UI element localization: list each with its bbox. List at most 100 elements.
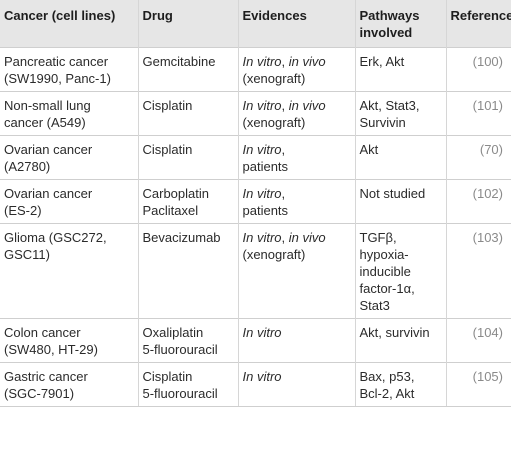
evidence-italic: In vitro xyxy=(242,54,282,69)
evidence-detail: patients xyxy=(242,159,289,174)
cell-drug: Cisplatin xyxy=(137,91,238,136)
cell-pathways: Akt, Stat3, Survivin xyxy=(354,91,446,136)
pathway-line: Bcl-2, Akt xyxy=(359,386,415,401)
cell-reference: (100) xyxy=(445,47,511,92)
drug-line: Carboplatin xyxy=(142,186,210,201)
cancer-line: Colon cancer xyxy=(4,325,81,340)
table-row: Ovarian cancer (A2780) Cisplatin In vitro, p… xyxy=(0,135,511,180)
evidence-line: patients xyxy=(243,202,351,219)
pathway-line: Akt, survivin xyxy=(359,325,430,340)
evidence-detail: (xenograft) xyxy=(242,71,306,86)
table-row: Glioma (GSC272, GSC11) Bevacizumab In vitro… xyxy=(0,223,511,319)
cell-evidences: In vitro, patients xyxy=(237,179,355,224)
evidence-line: In vitro, in vivo xyxy=(243,53,351,70)
table-row: Non-small lung cancer (A549) Cisplatin In v… xyxy=(0,91,511,136)
header-pathways: Pathways involved xyxy=(354,0,446,48)
cancer-line: Ovarian cancer xyxy=(4,186,93,201)
pathway-line: Survivin xyxy=(359,115,406,130)
cell-reference: (70) xyxy=(445,135,511,180)
cell-drug: Cisplatin 5-fluorouracil xyxy=(137,362,238,407)
cell-cancer: Non-small lung cancer (A549) xyxy=(0,91,138,136)
evidence-italic: In vitro xyxy=(242,186,282,201)
drug-line: 5-fluorouracil xyxy=(142,386,218,401)
cell-cancer: Pancreatic cancer (SW1990, Panc-1) xyxy=(0,47,138,92)
cancer-line: Gastric cancer xyxy=(4,369,88,384)
pathway-line: inducible xyxy=(359,264,411,279)
header-cancer: Cancer (cell lines) xyxy=(4,8,116,23)
cell-drug: Bevacizumab xyxy=(137,223,238,319)
cell-drug: Oxaliplatin 5-fluorouracil xyxy=(137,318,238,363)
pathway-line: factor-1α, xyxy=(359,281,415,296)
cancer-line: Ovarian cancer xyxy=(4,142,93,157)
table-header: Cancer (cell lines) Drug Evidences Pathw… xyxy=(0,0,511,48)
drug-resistance-table: Cancer (cell lines) Drug Evidences Pathw… xyxy=(0,0,511,407)
cell-reference: (104) xyxy=(445,318,511,363)
cancer-line: (ES-2) xyxy=(4,203,42,218)
pathway-line: Akt xyxy=(359,142,379,157)
cell-drug: Gemcitabine xyxy=(137,47,238,92)
drug-line: Cisplatin xyxy=(142,142,193,157)
drug-line: Paclitaxel xyxy=(142,203,199,218)
cancer-line: (SGC-7901) xyxy=(4,386,75,401)
header-pathways-line: Pathways xyxy=(359,8,420,23)
cell-pathways: Not studied xyxy=(354,179,446,224)
table-row: Gastric cancer (SGC-7901) Cisplatin 5-fluor… xyxy=(0,362,511,407)
cell-reference: (101) xyxy=(445,91,511,136)
evidence-italic: In vitro xyxy=(242,230,282,245)
evidence-detail: (xenograft) xyxy=(242,247,306,262)
cell-reference: (102) xyxy=(445,179,511,224)
cancer-line: (SW480, HT-29) xyxy=(4,342,98,357)
evidence-italic: In vitro xyxy=(242,98,282,113)
pathway-line: Stat3 xyxy=(359,298,390,313)
evidence-detail: patients xyxy=(242,203,289,218)
cell-pathways: Bax, p53, Bcl-2, Akt xyxy=(354,362,446,407)
pathway-line: Akt, Stat3, xyxy=(359,98,420,113)
drug-line: Oxaliplatin xyxy=(142,325,204,340)
cell-cancer: Ovarian cancer (A2780) xyxy=(0,135,138,180)
table-row: Ovarian cancer (ES-2) Carboplatin Paclitaxe… xyxy=(0,179,511,224)
table-body: Pancreatic cancer (SW1990, Panc-1) Gemcita… xyxy=(0,47,511,407)
evidence-line: In vitro, xyxy=(243,141,351,158)
cell-drug: Carboplatin Paclitaxel xyxy=(137,179,238,224)
evidence-line: In vitro, xyxy=(243,185,351,202)
cell-cancer: Ovarian cancer (ES-2) xyxy=(0,179,138,224)
drug-line: Cisplatin xyxy=(142,369,193,384)
cell-reference: (103) xyxy=(445,223,511,319)
evidence-detail: (xenograft) xyxy=(242,115,306,130)
evidence-italic: in vivo xyxy=(288,230,326,245)
cell-evidences: In vitro xyxy=(237,318,355,363)
cell-evidences: In vitro xyxy=(237,362,355,407)
evidence-line: (xenograft) xyxy=(243,114,351,131)
drug-line: Cisplatin xyxy=(142,98,193,113)
evidence-line: In vitro xyxy=(243,368,351,385)
evidence-line: In vitro, in vivo xyxy=(243,97,351,114)
evidence-italic: in vivo xyxy=(288,98,326,113)
cell-pathways: Akt xyxy=(354,135,446,180)
pathway-line: Erk, Akt xyxy=(359,54,405,69)
table-row: Pancreatic cancer (SW1990, Panc-1) Gemcita… xyxy=(0,47,511,92)
evidence-separator: , xyxy=(281,230,289,245)
evidence-line: patients xyxy=(243,158,351,175)
evidence-italic: In vitro xyxy=(242,142,282,157)
cancer-line: GSC11) xyxy=(4,247,50,262)
cell-pathways: TGFβ, hypoxia-inducible factor-1α, Stat3 xyxy=(354,223,446,319)
evidence-italic: In vitro xyxy=(242,369,282,384)
evidence-line: In vitro, in vivo xyxy=(243,229,351,246)
header-drug: Drug xyxy=(137,0,238,48)
header-evidences: Evidences xyxy=(237,0,355,48)
cell-reference: (105) xyxy=(445,362,511,407)
drug-line: Bevacizumab xyxy=(142,230,221,245)
evidence-separator: , xyxy=(281,186,286,201)
pathway-line: Not studied xyxy=(359,186,426,201)
evidence-line: In vitro xyxy=(243,324,351,341)
cell-pathways: Akt, survivin xyxy=(354,318,446,363)
cell-cancer: Gastric cancer (SGC-7901) xyxy=(0,362,138,407)
cell-cancer: Colon cancer (SW480, HT-29) xyxy=(0,318,138,363)
evidence-italic: in vivo xyxy=(288,54,326,69)
cell-evidences: In vitro, in vivo (xenograft) xyxy=(237,91,355,136)
evidence-line: (xenograft) xyxy=(243,70,351,87)
cell-drug: Cisplatin xyxy=(137,135,238,180)
cancer-line: Pancreatic cancer xyxy=(4,54,109,69)
cancer-line: Non-small lung xyxy=(4,98,91,113)
drug-line: 5-fluorouracil xyxy=(142,342,218,357)
